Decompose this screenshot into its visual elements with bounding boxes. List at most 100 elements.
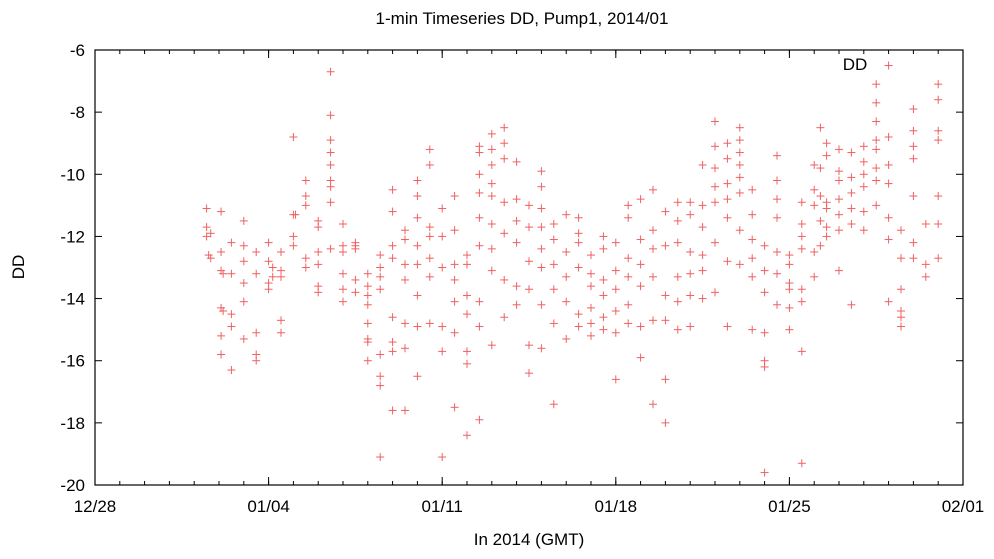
- data-point: [624, 201, 633, 210]
- x-tick-label: 01/04: [247, 497, 290, 516]
- data-point: [252, 328, 261, 337]
- data-point: [339, 247, 347, 256]
- data-point: [487, 179, 496, 188]
- data-point: [401, 226, 409, 235]
- data-point: [760, 241, 769, 250]
- data-point: [413, 291, 422, 300]
- data-point: [401, 319, 409, 328]
- data-point: [816, 123, 825, 132]
- data-point: [661, 375, 670, 384]
- data-point: [909, 126, 918, 135]
- data-point: [388, 207, 397, 216]
- data-point: [624, 213, 633, 222]
- x-tick-label: 01/25: [768, 497, 811, 516]
- data-point: [711, 288, 719, 297]
- data-point: [760, 468, 769, 477]
- data-point: [797, 347, 806, 356]
- data-point: [934, 95, 943, 104]
- data-point: [785, 260, 794, 269]
- data-point: [500, 275, 509, 284]
- data-point: [797, 297, 806, 306]
- data-point: [934, 136, 943, 145]
- data-point: [487, 244, 496, 253]
- data-point: [537, 204, 546, 213]
- data-point: [202, 232, 211, 241]
- data-point: [649, 226, 657, 235]
- data-point: [388, 406, 397, 415]
- data-point: [686, 291, 695, 300]
- data-point: [661, 207, 670, 216]
- data-point: [301, 176, 310, 185]
- data-point: [773, 151, 781, 160]
- data-point: [822, 151, 831, 160]
- data-point: [611, 307, 620, 315]
- data-point: [239, 241, 248, 250]
- data-point: [525, 285, 533, 294]
- data-point: [401, 235, 409, 244]
- data-point: [217, 331, 226, 340]
- data-point: [339, 220, 347, 228]
- data-point: [611, 375, 620, 384]
- data-point: [934, 126, 943, 135]
- data-point: [872, 80, 881, 89]
- data-point: [934, 220, 943, 228]
- data-point: [326, 244, 335, 253]
- data-point: [773, 176, 781, 185]
- data-point: [314, 223, 323, 232]
- data-point: [847, 300, 856, 309]
- data-point: [549, 400, 558, 409]
- x-tick-label: 01/11: [422, 497, 463, 516]
- data-point: [723, 195, 732, 204]
- data-point: [487, 220, 496, 228]
- data-point: [252, 269, 261, 278]
- data-point: [537, 182, 546, 191]
- y-tick-label: -18: [60, 414, 85, 433]
- data-point: [797, 232, 806, 241]
- data-point: [810, 247, 819, 256]
- data-point: [314, 260, 323, 269]
- data-point: [438, 263, 447, 272]
- data-point: [810, 272, 819, 281]
- data-point: [773, 269, 781, 278]
- data-point: [239, 297, 248, 306]
- data-point: [376, 350, 385, 359]
- data-point: [822, 139, 831, 148]
- data-point: [934, 80, 943, 89]
- data-point: [537, 244, 546, 253]
- data-point: [624, 300, 633, 309]
- data-point: [219, 269, 228, 278]
- data-point: [487, 129, 496, 138]
- data-point: [574, 310, 583, 319]
- data-point: [611, 238, 620, 247]
- data-point: [797, 198, 806, 207]
- data-point: [326, 160, 335, 169]
- data-point: [760, 328, 769, 337]
- data-point: [450, 403, 459, 412]
- data-point: [748, 235, 757, 244]
- data-point: [816, 241, 825, 250]
- data-point: [649, 185, 657, 194]
- data-point: [686, 210, 695, 219]
- data-point: [277, 328, 285, 337]
- data-point: [649, 272, 657, 281]
- data-point: [587, 303, 595, 312]
- data-point: [413, 372, 422, 381]
- data-point: [785, 303, 794, 312]
- data-point: [549, 235, 558, 244]
- data-point: [549, 319, 558, 328]
- data-point: [487, 341, 496, 350]
- data-point: [463, 260, 471, 269]
- y-tick-label: -14: [60, 290, 85, 309]
- data-point: [661, 418, 670, 427]
- data-point: [698, 266, 707, 275]
- data-point: [500, 123, 509, 132]
- data-point: [388, 313, 397, 322]
- data-point: [835, 145, 843, 154]
- data-point: [388, 241, 397, 250]
- data-point: [376, 381, 385, 390]
- data-point: [268, 263, 277, 272]
- data-point: [859, 207, 868, 216]
- data-point: [475, 297, 484, 306]
- data-point: [735, 226, 744, 235]
- data-point: [512, 282, 521, 291]
